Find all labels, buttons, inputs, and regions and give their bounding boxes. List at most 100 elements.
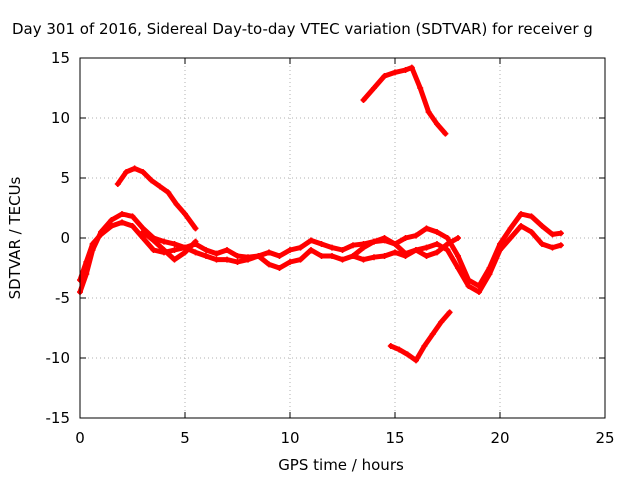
data-point [381, 73, 388, 79]
data-point [423, 244, 430, 251]
data-point [192, 225, 199, 232]
y-axis-label: SDTVAR / TECUs [6, 176, 24, 299]
data-point [119, 219, 125, 226]
x-tick-label: 25 [595, 429, 614, 447]
data-point [83, 259, 90, 265]
data-point [165, 189, 172, 196]
data-point [140, 235, 146, 241]
data-point [234, 259, 241, 265]
x-tick-label: 20 [490, 429, 509, 447]
data-point [213, 250, 220, 257]
data-point [114, 181, 121, 187]
data-point [421, 343, 428, 349]
data-point [381, 253, 388, 259]
data-point [297, 244, 304, 251]
data-point [507, 225, 514, 232]
series-track-mid-b [350, 235, 461, 259]
data-point [444, 247, 451, 253]
data-point [402, 235, 409, 241]
y-tick-label: 15 [51, 49, 70, 67]
data-point [507, 235, 514, 241]
x-tick-label: 5 [180, 429, 190, 447]
x-axis-label: GPS time / hours [278, 456, 404, 474]
data-point [119, 211, 125, 217]
data-point [402, 250, 409, 257]
data-point [89, 241, 96, 247]
data-point [360, 256, 367, 263]
data-point [465, 283, 472, 289]
series-track-dip-a [140, 229, 199, 263]
data-point [255, 253, 262, 259]
data-point [434, 229, 440, 235]
data-point [173, 201, 180, 208]
data-point [413, 357, 419, 364]
data-point [455, 265, 461, 271]
data-point [442, 130, 449, 137]
data-point [392, 241, 398, 247]
data-point [455, 235, 461, 241]
data-point [156, 183, 163, 190]
y-tick-label: -10 [46, 349, 71, 367]
series-line [361, 65, 448, 137]
data-point [350, 242, 356, 249]
data-point [455, 253, 461, 259]
x-tick-label: 0 [75, 429, 85, 447]
data-point [171, 241, 178, 247]
data-point [497, 247, 503, 253]
data-point [108, 223, 115, 229]
data-point [423, 225, 430, 232]
data-point [182, 211, 188, 217]
data-point [444, 235, 451, 241]
data-point [518, 223, 524, 229]
data-point [539, 223, 545, 229]
data-point [360, 244, 367, 251]
data-point [266, 249, 272, 256]
data-point [423, 253, 430, 259]
series-track-hump [114, 165, 199, 232]
data-point [161, 238, 167, 245]
data-point [129, 213, 136, 220]
x-tick-label: 10 [280, 429, 299, 447]
y-tick-label: -5 [55, 289, 70, 307]
data-point [339, 256, 346, 263]
data-point [171, 256, 178, 263]
data-point [213, 256, 220, 263]
data-point [557, 230, 564, 237]
data-point [297, 256, 304, 263]
data-point [287, 247, 293, 253]
data-point [276, 265, 283, 271]
data-point [287, 259, 293, 265]
data-point [425, 109, 432, 115]
series-track-high [360, 64, 449, 137]
data-point [371, 254, 377, 261]
data-point [518, 211, 524, 217]
data-point [171, 247, 178, 253]
data-point [408, 64, 415, 71]
data-point [392, 69, 398, 76]
data-point [245, 256, 251, 263]
data-point [434, 249, 440, 256]
data-point [429, 331, 436, 337]
data-point [203, 253, 209, 259]
data-point [413, 232, 419, 239]
data-point [98, 231, 104, 238]
data-point [339, 247, 346, 253]
data-point [434, 121, 440, 127]
data-point [486, 271, 493, 277]
axes: 0 5 10 15 20 25 -15 -10 -5 0 5 10 15 [46, 49, 615, 447]
data-point [371, 238, 377, 245]
y-tick-label: 5 [60, 169, 70, 187]
y-tick-label: -15 [46, 409, 71, 427]
data-point [224, 256, 230, 263]
data-point [476, 289, 482, 295]
y-tick-label: 0 [60, 229, 70, 247]
data-point [266, 261, 272, 268]
data-point [182, 249, 188, 256]
data-point [150, 237, 157, 244]
data-point [371, 85, 377, 91]
data-point [528, 229, 535, 235]
data-point [387, 343, 394, 349]
series-track-main-lower [77, 219, 564, 295]
